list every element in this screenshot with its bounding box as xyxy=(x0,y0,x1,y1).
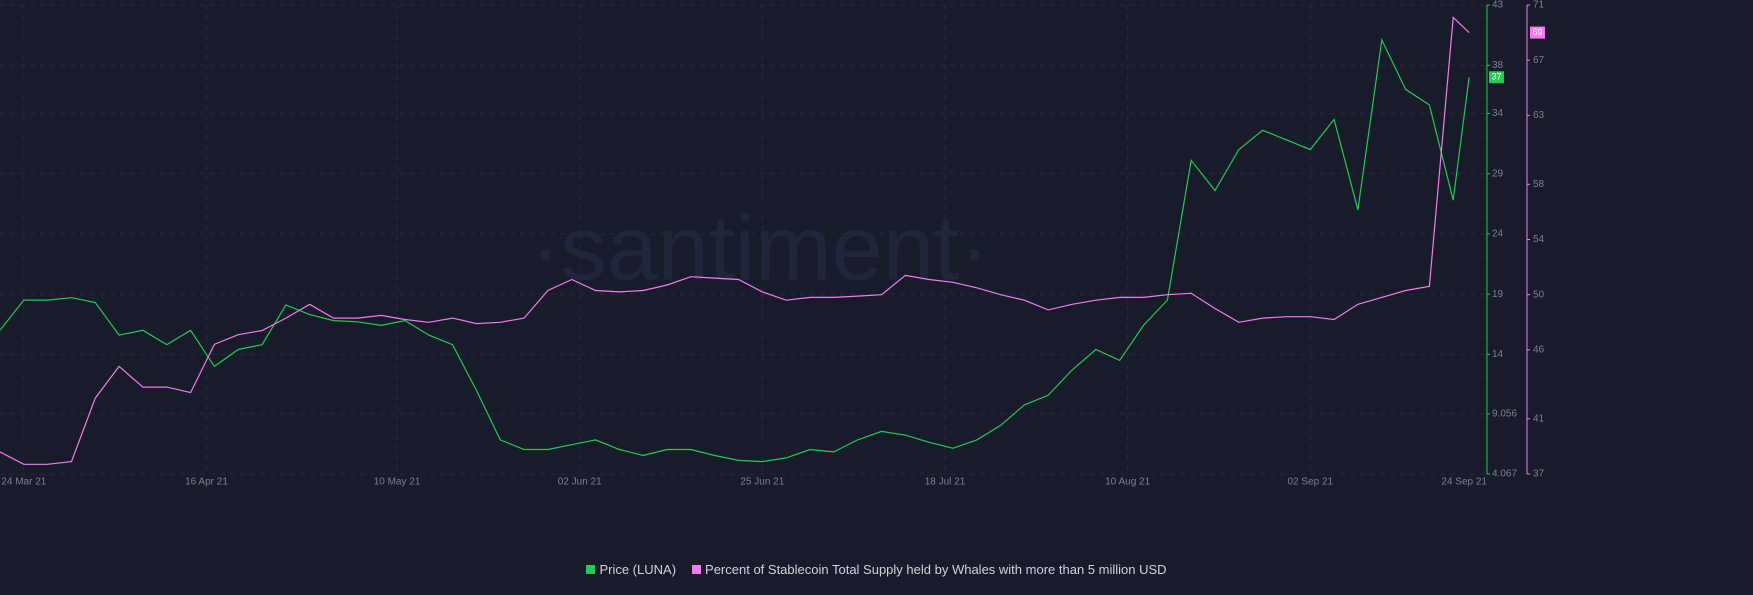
y2-tick-label: 67 xyxy=(1533,55,1545,66)
x-tick-label: 24 Mar 21 xyxy=(1,477,46,488)
value-badge xyxy=(1489,71,1504,84)
y-tick-label: 38 xyxy=(1492,60,1504,71)
x-tick-label: 16 Apr 21 xyxy=(185,477,228,488)
x-tick-label: 02 Jun 21 xyxy=(558,477,602,488)
y2-tick-label: 63 xyxy=(1533,110,1545,121)
series-line xyxy=(0,16,1470,465)
y-tick-label: 4.067 xyxy=(1492,469,1517,480)
y-tick-label: 19 xyxy=(1492,289,1504,300)
legend-swatch xyxy=(586,565,596,574)
y2-tick-label: 37 xyxy=(1533,469,1545,480)
y2-tick-label: 50 xyxy=(1533,289,1545,300)
x-tick-label: 25 Jun 21 xyxy=(740,477,784,488)
value-badge xyxy=(1530,26,1545,39)
y-tick-label: 43 xyxy=(1492,0,1504,11)
legend-item[interactable]: Price (LUNA) xyxy=(586,562,676,577)
x-tick-label: 10 May 21 xyxy=(374,477,421,488)
series-line xyxy=(0,37,1470,463)
chart: ·santiment· 4.067 9.056 14 19 24 29 34 38 43 37 41… xyxy=(0,0,1545,488)
y-tick-label: 14 xyxy=(1492,349,1504,360)
legend-item[interactable]: Percent of Stablecoin Total Supply held … xyxy=(692,562,1167,577)
value-badge-label: 69 xyxy=(1532,27,1542,37)
legend-label: Percent of Stablecoin Total Supply held … xyxy=(705,562,1167,577)
x-tick-label: 10 Aug 21 xyxy=(1105,477,1150,488)
x-tick-label: 02 Sep 21 xyxy=(1287,477,1333,488)
y-tick-label: 9.056 xyxy=(1492,409,1517,420)
y2-tick-label: 46 xyxy=(1533,344,1545,355)
y2-tick-label: 58 xyxy=(1533,179,1545,190)
y-tick-label: 29 xyxy=(1492,168,1504,179)
legend-swatch xyxy=(692,565,702,574)
y2-tick-label: 71 xyxy=(1533,0,1545,11)
legend-label: Price (LUNA) xyxy=(599,562,677,577)
x-tick-label: 24 Sep 21 xyxy=(1441,477,1487,488)
x-tick-label: 18 Jul 21 xyxy=(925,477,966,488)
watermark: ·santiment· xyxy=(530,197,990,299)
legend: Price (LUNA) Percent of Stablecoin Total … xyxy=(0,562,1753,577)
y2-tick-label: 41 xyxy=(1533,413,1545,424)
y-tick-label: 24 xyxy=(1492,229,1504,240)
y2-tick-label: 54 xyxy=(1533,234,1545,245)
y-tick-label: 34 xyxy=(1492,108,1504,119)
value-badge-label: 37 xyxy=(1491,72,1501,82)
